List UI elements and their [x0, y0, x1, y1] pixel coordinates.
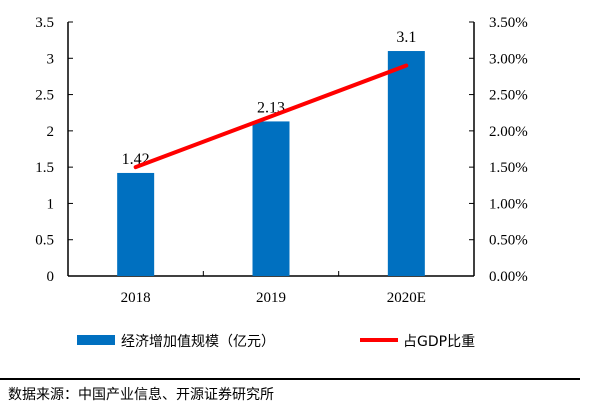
bar-data-label: 3.1: [396, 29, 416, 46]
chart: 0 0.5 1 1.5 2 2.5 3 3.5 0.00% 0.50% 1.00% 1.50% 2.00…: [35, 15, 528, 350]
left-tick-label: 3.5: [35, 15, 54, 31]
right-tick-label: 3.50%: [489, 15, 528, 31]
bar-2018: [117, 172, 155, 276]
left-tick-label: 3: [47, 51, 55, 67]
left-tick-label: 0.5: [35, 233, 54, 249]
right-tick-label: 1.50%: [489, 160, 528, 176]
bar-2020E: [387, 51, 425, 277]
x-tick-label: 2020E: [387, 290, 426, 306]
right-tick-label: 2.50%: [489, 88, 528, 104]
right-tick-label: 1.00%: [489, 196, 528, 212]
legend-bar-swatch: [77, 335, 115, 345]
right-tick-label: 2.00%: [489, 124, 528, 140]
right-tick-label: 0.00%: [489, 269, 528, 285]
legend-bar-label: 经济增加值规模（亿元）: [121, 334, 275, 350]
x-tick-label: 2018: [121, 290, 151, 306]
left-tick-label: 2.5: [35, 88, 54, 104]
bar-2019: [252, 121, 290, 277]
divider: [0, 378, 580, 380]
x-tick-label: 2019: [256, 290, 286, 306]
left-tick-label: 2: [47, 124, 55, 140]
legend-line-label: 占GDP比重: [403, 334, 475, 350]
right-tick-label: 0.50%: [489, 233, 528, 249]
source-note: 数据来源：中国产业信息、开源证券研究所: [8, 387, 274, 403]
left-tick-label: 1: [47, 196, 55, 212]
left-tick-label: 1.5: [35, 160, 54, 176]
right-tick-label: 3.00%: [489, 51, 528, 67]
left-tick-label: 0: [47, 269, 55, 285]
